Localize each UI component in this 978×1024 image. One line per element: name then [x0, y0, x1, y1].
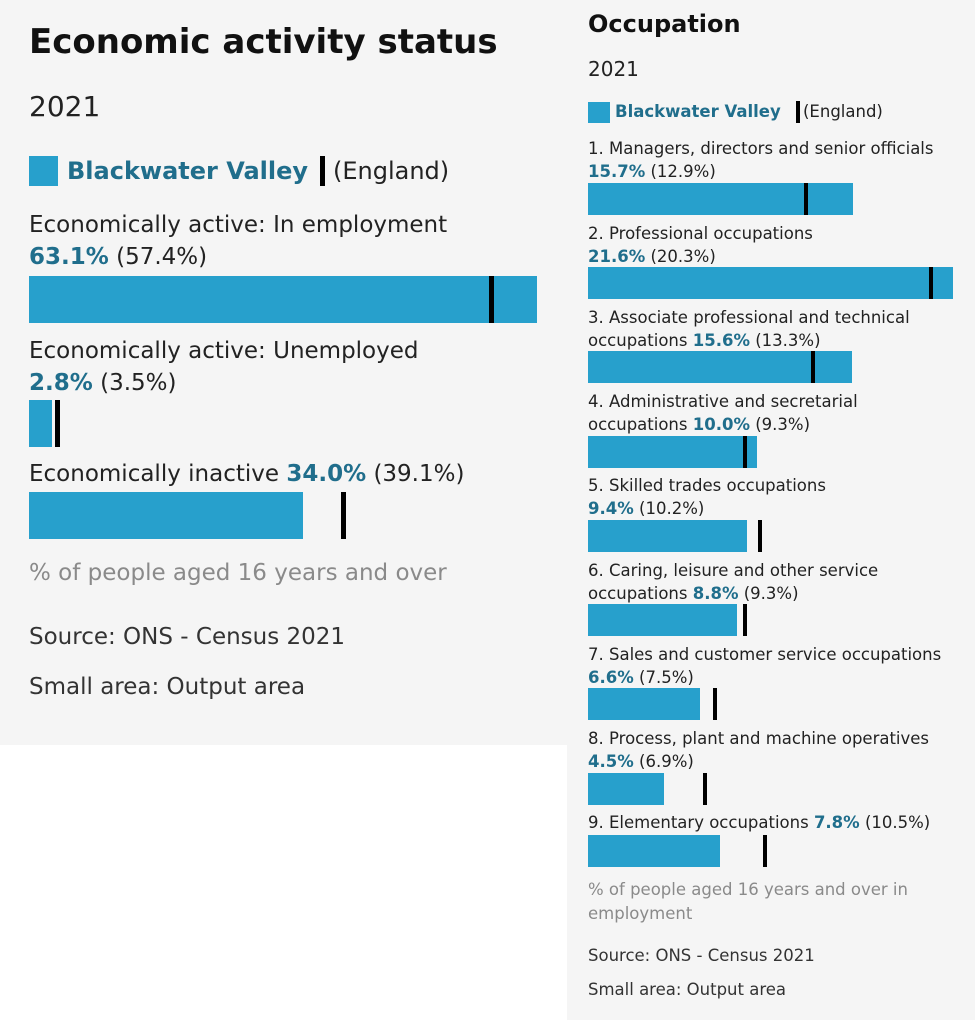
small-area-text: Small area: Output area [588, 980, 787, 999]
occupation-item-label: 2. Professional occupations 21.6% (20.3%… [588, 222, 958, 268]
area-value: 2.8% [29, 370, 93, 396]
area-bar [588, 688, 700, 720]
england-marker [929, 267, 934, 299]
comparison-value: (39.1%) [373, 461, 465, 487]
occupation-item-label: 3. Associate professional and technical … [588, 306, 958, 352]
panel-title: Occupation [588, 10, 741, 38]
comparison-value: (57.4%) [116, 244, 208, 270]
comparison-marker-icon [796, 101, 800, 123]
england-marker [810, 351, 815, 383]
comparison-value: (20.3%) [650, 247, 716, 266]
area-value: 63.1% [29, 244, 109, 270]
comparison-value: (10.2%) [639, 499, 705, 518]
comparison-value: (7.5%) [639, 668, 694, 687]
area-value: 34.0% [286, 461, 367, 487]
england-marker [743, 604, 748, 636]
legend-area-label: Blackwater Valley [615, 102, 781, 121]
area-bar [588, 183, 854, 215]
comparison-value: (9.3%) [755, 415, 811, 434]
legend-area-label: Blackwater Valley [67, 157, 309, 185]
area-bar [588, 835, 720, 867]
area-bar [29, 400, 52, 447]
comparison-value: (3.5%) [100, 370, 177, 396]
england-marker [702, 773, 707, 805]
comparison-value: (12.9%) [650, 162, 716, 181]
occupation-item-label: 7. Sales and customer service occupation… [588, 643, 958, 689]
comparison-marker-icon [320, 156, 325, 186]
area-value: 15.6% [692, 331, 750, 350]
comparison-value: (13.3%) [755, 331, 821, 350]
occupation-item-label: 4. Administrative and secretarial occupa… [588, 390, 958, 436]
occupation-item-label: 1. Managers, directors and senior offici… [588, 137, 958, 183]
comparison-value: (10.5%) [864, 813, 931, 832]
england-marker [341, 492, 347, 539]
area-value: 9.4% [588, 499, 634, 518]
area-value: 21.6% [588, 247, 646, 266]
panel-year: 2021 [29, 90, 101, 123]
occupation-item-label: 5. Skilled trades occupations 9.4% (10.2… [588, 474, 958, 520]
area-bar [29, 492, 303, 539]
item-name: Economically inactive [29, 461, 280, 487]
item-name: 1. Managers, directors and senior offici… [588, 139, 934, 158]
source-text: Source: ONS - Census 2021 [588, 946, 815, 965]
occupation-item-label: 6. Caring, leisure and other service occ… [588, 559, 958, 605]
area-value: 7.8% [813, 813, 860, 832]
area-value: 4.5% [588, 752, 634, 771]
economic-activity-panel: Economic activity status 2021 Blackwater… [0, 0, 567, 745]
england-marker [758, 520, 763, 552]
area-bar [588, 604, 737, 636]
area-swatch-icon [29, 156, 58, 186]
item-name: 2. Professional occupations [588, 224, 813, 243]
area-value: 15.7% [588, 162, 646, 181]
item-name: 8. Process, plant and machine operatives [588, 729, 930, 748]
england-marker [488, 276, 494, 323]
small-area-text: Small area: Output area [29, 674, 306, 700]
area-value: 6.6% [588, 668, 634, 687]
area-bar [588, 773, 665, 805]
comparison-value: (6.9%) [639, 752, 694, 771]
area-value: 10.0% [692, 415, 750, 434]
item-label-unemployed: Economically active: Unemployed 2.8% (3.… [29, 335, 419, 399]
occupation-item-label: 8. Process, plant and machine operatives… [588, 727, 958, 773]
england-marker [54, 400, 60, 447]
item-name: 4. Administrative and secretarial occupa… [588, 392, 858, 434]
source-text: Source: ONS - Census 2021 [29, 624, 346, 650]
chart-note: % of people aged 16 years and over [29, 560, 447, 586]
legend-comparison-label: (England) [803, 102, 883, 121]
item-name: 5. Skilled trades occupations [588, 476, 826, 495]
area-value: 8.8% [692, 584, 739, 603]
item-label-employment: Economically active: In employment 63.1%… [29, 209, 447, 273]
item-label-inactive: Economically inactive 34.0% (39.1%) [29, 458, 464, 490]
item-name: Economically active: Unemployed [29, 338, 419, 364]
england-marker [712, 688, 717, 720]
item-name: Economically active: In employment [29, 212, 448, 238]
panel-year: 2021 [588, 57, 639, 81]
occupation-item-label: 9. Elementary occupations 7.8% (10.5%) [588, 811, 958, 834]
item-name: 7. Sales and customer service occupation… [588, 645, 942, 664]
chart-note: % of people aged 16 years and over in em… [588, 880, 908, 923]
england-marker [743, 436, 748, 468]
area-bar [588, 351, 852, 383]
england-marker [803, 183, 808, 215]
area-bar [588, 520, 747, 552]
england-marker [763, 835, 768, 867]
area-swatch-icon [588, 102, 610, 123]
item-name: 6. Caring, leisure and other service occ… [588, 561, 879, 603]
item-name: 9. Elementary occupations [588, 813, 809, 832]
area-bar [588, 436, 757, 468]
occupation-panel: Occupation 2021 Blackwater Valley (Engla… [567, 0, 975, 1020]
panel-title: Economic activity status [29, 22, 498, 62]
legend-comparison-label: (England) [333, 157, 450, 185]
item-name: 3. Associate professional and technical … [588, 308, 910, 350]
area-bar [588, 267, 953, 299]
area-bar [29, 276, 537, 323]
comparison-value: (9.3%) [743, 584, 799, 603]
